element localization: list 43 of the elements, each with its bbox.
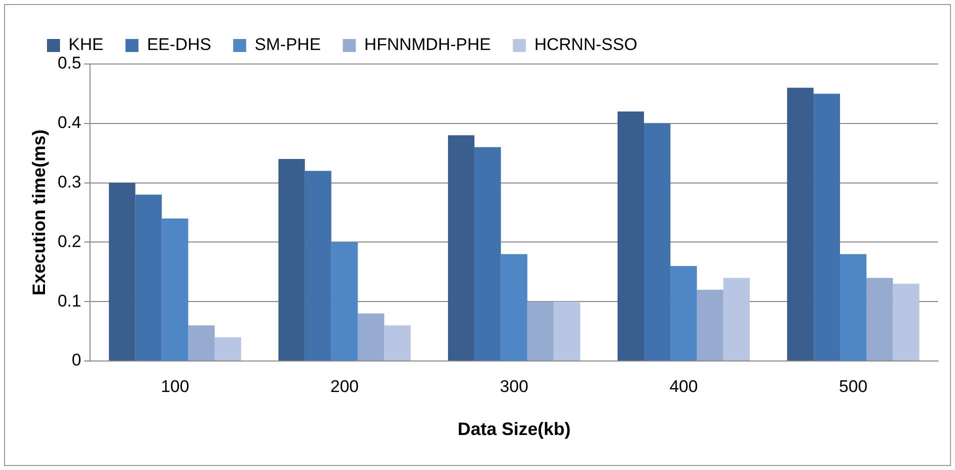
- x-tick-label: 500: [839, 376, 868, 396]
- bar: [866, 278, 893, 360]
- legend-label: KHE: [68, 35, 104, 54]
- x-tick-label: 200: [330, 376, 359, 396]
- bar: [892, 284, 920, 360]
- x-axis-title: Data Size(kb): [458, 419, 571, 440]
- y-tick-label: 0.2: [58, 232, 82, 251]
- bar: [814, 94, 840, 360]
- x-tick-label: 300: [500, 376, 528, 396]
- bar: [644, 123, 670, 360]
- bar: [527, 302, 554, 360]
- bar: [135, 194, 162, 360]
- bar: [500, 254, 528, 360]
- bar: [331, 242, 358, 360]
- bar: [214, 337, 242, 360]
- bar: [108, 182, 136, 360]
- bar: [618, 112, 644, 360]
- legend-label: SM-PHE: [254, 35, 321, 54]
- bar: [188, 325, 215, 360]
- bar: [554, 302, 580, 360]
- y-tick-label: 0: [72, 350, 82, 370]
- y-tick-label: 0.3: [58, 172, 82, 192]
- x-tick-label: 400: [669, 376, 698, 396]
- y-axis-title: Execution time(ms): [28, 129, 49, 296]
- x-tick-label: 100: [160, 376, 190, 396]
- bar: [787, 88, 814, 360]
- y-tick-label: 0.4: [58, 113, 82, 132]
- bar: [384, 325, 411, 360]
- bar: [448, 135, 474, 360]
- bar: [162, 218, 188, 360]
- bar: [696, 290, 724, 360]
- legend-label: HCRNN-SSO: [534, 35, 638, 54]
- bar: [670, 266, 697, 360]
- legend-label: HFNNMDH-PHE: [364, 35, 491, 54]
- bar: [278, 159, 305, 360]
- y-tick-label: 0.5: [58, 54, 82, 73]
- bar: [358, 313, 384, 360]
- bar: [723, 278, 750, 360]
- bar: [474, 147, 501, 360]
- bar: [840, 254, 866, 360]
- bar: [304, 170, 332, 360]
- y-tick-label: 0.1: [58, 291, 82, 310]
- legend-label: EE-DHS: [146, 35, 212, 54]
